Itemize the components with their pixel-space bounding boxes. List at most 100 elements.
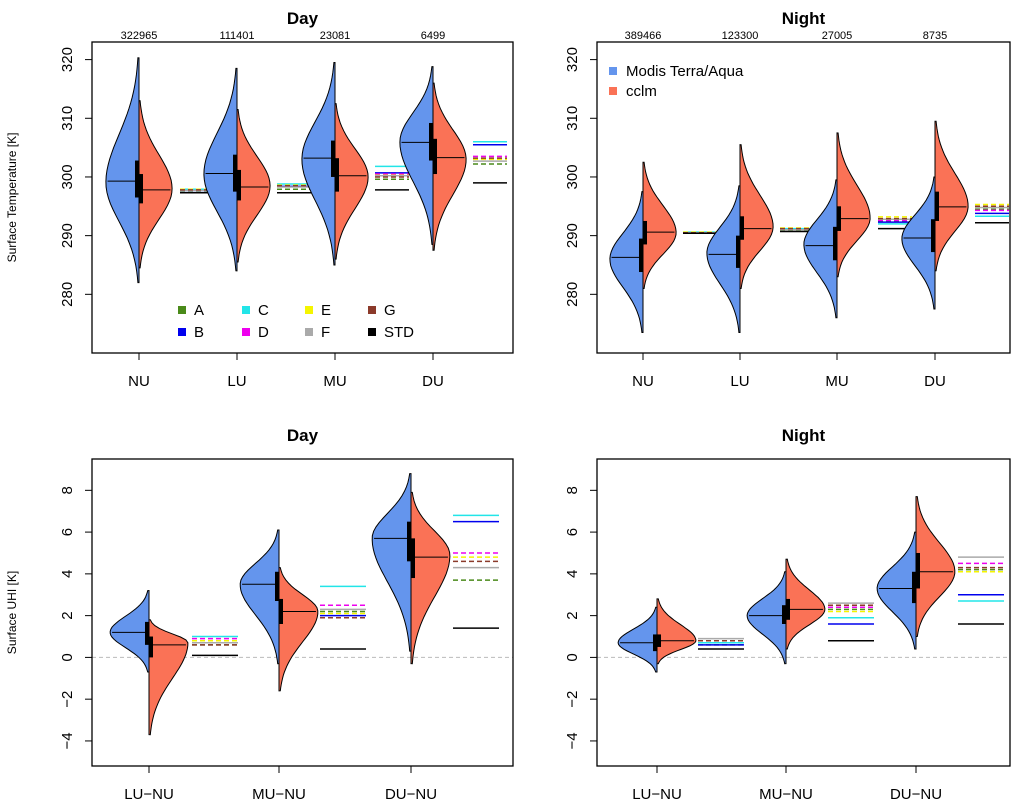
violin-cclm — [915, 496, 956, 638]
legend-label: G — [384, 302, 396, 319]
plot-frame — [91, 458, 514, 767]
violin-cclm — [278, 567, 319, 692]
x-tick-label: DU−NU — [385, 786, 437, 803]
y-tick-label: −2 — [564, 691, 581, 708]
y-tick-label: 300 — [564, 164, 581, 189]
panel-2: Night 280 290 300 310 320 389466 123300 27005 873… — [564, 9, 1011, 390]
legend-swatch — [305, 328, 313, 336]
legend-label: A — [194, 302, 204, 319]
y-tick-label: 310 — [564, 106, 581, 131]
legend-label: C — [258, 302, 269, 319]
panel-1: Day 280 290 300 310 320 Surface Temperature [K… — [5, 9, 514, 390]
legend-series: Modis Terra/Aqua cclm — [609, 63, 744, 100]
x-tick-label: LU−NU — [632, 786, 682, 803]
sample-count: 23081 — [320, 30, 351, 42]
violin-cclm — [656, 598, 697, 665]
x-tick-label: NU — [128, 373, 150, 390]
violin-modis — [609, 191, 644, 334]
violin-cclm — [785, 558, 826, 650]
x-tick-label: DU — [422, 373, 444, 390]
sample-count: 27005 — [822, 30, 853, 42]
y-tick-label: −4 — [59, 732, 76, 749]
x-tick-label: LU−NU — [124, 786, 174, 803]
violin-cclm — [739, 144, 774, 290]
violin-modis — [746, 571, 787, 665]
violin-modis — [901, 176, 936, 310]
x-tick-label: LU — [730, 373, 749, 390]
violin-cclm — [138, 100, 173, 269]
legend-label: B — [194, 324, 204, 341]
x-tick-label: DU — [924, 373, 946, 390]
legend-swatch — [305, 306, 313, 314]
violin-modis — [706, 185, 741, 334]
violin-modis — [105, 57, 140, 284]
sample-count: 6499 — [421, 30, 445, 42]
sample-count: 8735 — [923, 30, 947, 42]
legend-swatch — [368, 306, 376, 314]
violin-modis — [109, 590, 150, 673]
legend-swatch — [242, 306, 250, 314]
y-tick-label: 320 — [59, 47, 76, 72]
legend-swatch — [178, 328, 186, 336]
sample-count: 322965 — [121, 30, 158, 42]
x-tick-label: MU — [323, 373, 346, 390]
y-tick-label: 8 — [564, 486, 581, 494]
y-tick-label: 280 — [564, 282, 581, 307]
legend-swatch — [609, 67, 617, 75]
legend-label: D — [258, 324, 269, 341]
violin-cclm — [236, 108, 271, 263]
legend-swatch — [368, 328, 376, 336]
violin-cclm — [934, 120, 969, 272]
y-tick-label: 320 — [564, 47, 581, 72]
violin-modis — [203, 67, 238, 272]
legend-label: F — [321, 324, 330, 341]
y-axis-label: Surface UHI [K] — [5, 571, 19, 654]
violin-cclm — [148, 619, 189, 736]
y-tick-label: 6 — [564, 528, 581, 536]
x-tick-label: MU — [825, 373, 848, 390]
legend-swatch — [178, 306, 186, 314]
x-tick-label: DU−NU — [890, 786, 942, 803]
panel-title: Day — [287, 426, 319, 445]
violin-cclm — [642, 161, 677, 290]
x-tick-label: NU — [632, 373, 654, 390]
violin-cclm — [432, 82, 467, 251]
legend-label: STD — [384, 324, 414, 341]
violin-modis — [876, 531, 917, 650]
y-tick-label: 300 — [59, 164, 76, 189]
y-tick-label: 290 — [59, 223, 76, 248]
y-tick-label: 2 — [59, 611, 76, 619]
plot-frame — [596, 41, 1011, 354]
violin-modis — [399, 66, 434, 245]
violin-modis — [239, 529, 280, 665]
violin-modis — [371, 473, 412, 652]
x-tick-label: MU−NU — [759, 786, 813, 803]
plot-frame — [91, 41, 514, 354]
plot-frame — [596, 458, 1011, 767]
y-tick-label: 0 — [59, 653, 76, 661]
y-tick-label: 4 — [59, 570, 76, 578]
sample-count: 389466 — [625, 30, 662, 42]
y-tick-label: 6 — [59, 528, 76, 536]
sample-count: 123300 — [722, 30, 759, 42]
y-tick-label: 280 — [59, 282, 76, 307]
y-tick-label: −2 — [59, 691, 76, 708]
violin-modis — [803, 179, 838, 319]
legend-experiments: AB CD EF G STD — [178, 302, 414, 341]
legend-swatch — [242, 328, 250, 336]
violin-cclm — [836, 132, 871, 278]
legend-swatch — [609, 87, 617, 95]
panel-title: Day — [287, 9, 319, 28]
violin-modis — [617, 606, 658, 673]
legend-label: cclm — [626, 83, 657, 100]
legend-label: Modis Terra/Aqua — [626, 63, 744, 80]
y-tick-label: 310 — [59, 106, 76, 131]
y-tick-label: 0 — [564, 653, 581, 661]
x-tick-label: LU — [227, 373, 246, 390]
panel-title: Night — [782, 426, 826, 445]
violin-modis — [301, 61, 336, 266]
y-tick-label: 2 — [564, 611, 581, 619]
legend-label: E — [321, 302, 331, 319]
y-tick-label: 290 — [564, 223, 581, 248]
